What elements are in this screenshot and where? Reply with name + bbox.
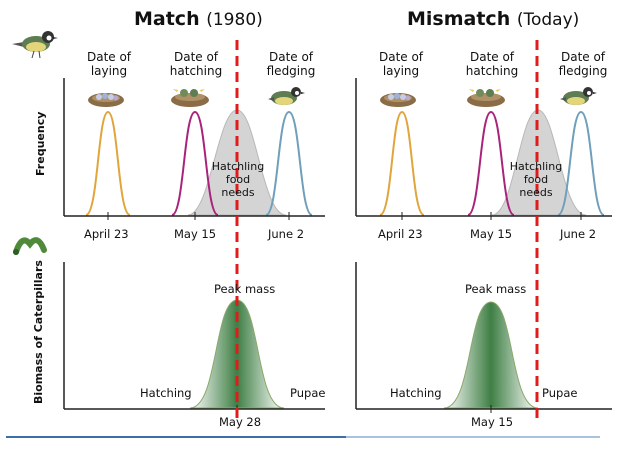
bird-icon bbox=[560, 87, 597, 105]
date-tick-label: April 23 bbox=[84, 227, 129, 241]
stage-label-fledging: Date of fledging bbox=[266, 50, 316, 78]
pupae-label: Pupae bbox=[290, 386, 326, 400]
caterpillar-biomass-curve bbox=[443, 301, 539, 409]
y-axis-label-frequency: Frequency bbox=[34, 111, 47, 176]
nest-icon bbox=[380, 93, 416, 107]
fledging-curve bbox=[557, 110, 605, 216]
nest-with-chicks-icon bbox=[171, 89, 209, 107]
match-biomass-panel bbox=[63, 262, 325, 413]
bird-icon bbox=[268, 87, 305, 105]
mismatch-biomass-panel bbox=[355, 262, 612, 413]
peak-mass-label: Peak mass bbox=[214, 282, 276, 296]
hatching-label: Hatching bbox=[390, 386, 442, 400]
match-frequency-panel bbox=[63, 78, 325, 220]
stage-label-fledging: Date of fledging bbox=[558, 50, 608, 78]
mismatch-title-text: Mismatch bbox=[407, 8, 511, 30]
date-tick-label: May 15 bbox=[174, 227, 217, 241]
mismatch-year: (Today) bbox=[516, 10, 580, 30]
peak-mass-label: Peak mass bbox=[465, 282, 527, 296]
date-tick-label: May 15 bbox=[470, 227, 513, 241]
food-needs-label: Hatchling food needs bbox=[509, 160, 563, 199]
stage-label-hatching: Date of hatching bbox=[465, 50, 519, 78]
food-needs-label: Hatchling food needs bbox=[211, 160, 265, 199]
hatching-label: Hatching bbox=[140, 386, 192, 400]
mismatch-frequency-panel bbox=[355, 78, 612, 220]
hatching-curve bbox=[171, 110, 219, 216]
stage-label-laying: Date of laying bbox=[378, 50, 424, 78]
match-year: (1980) bbox=[206, 10, 263, 30]
date-tick-label: April 23 bbox=[378, 227, 423, 241]
y-axis-label-biomass: Biomass of Caterpillars bbox=[32, 260, 45, 404]
laying-curve bbox=[85, 110, 131, 216]
date-tick-label: June 2 bbox=[268, 227, 305, 241]
mismatch-title: Mismatch (Today) bbox=[407, 8, 579, 30]
match-title-text: Match bbox=[134, 8, 200, 30]
caterpillar-date-label: May 15 bbox=[471, 415, 514, 429]
fledging-curve bbox=[265, 110, 313, 216]
hatching-curve bbox=[467, 110, 515, 216]
bird-icon bbox=[12, 31, 58, 59]
pupae-label: Pupae bbox=[542, 386, 578, 400]
stage-label-hatching: Date of hatching bbox=[169, 50, 223, 78]
caterpillar-icon bbox=[13, 237, 47, 255]
caterpillar-date-label: May 28 bbox=[219, 415, 262, 429]
nest-icon bbox=[88, 93, 124, 107]
laying-curve bbox=[379, 110, 425, 216]
nest-with-chicks-icon bbox=[467, 89, 505, 107]
date-tick-label: June 2 bbox=[560, 227, 597, 241]
match-title: Match (1980) bbox=[134, 8, 263, 30]
stage-label-laying: Date of laying bbox=[86, 50, 132, 78]
